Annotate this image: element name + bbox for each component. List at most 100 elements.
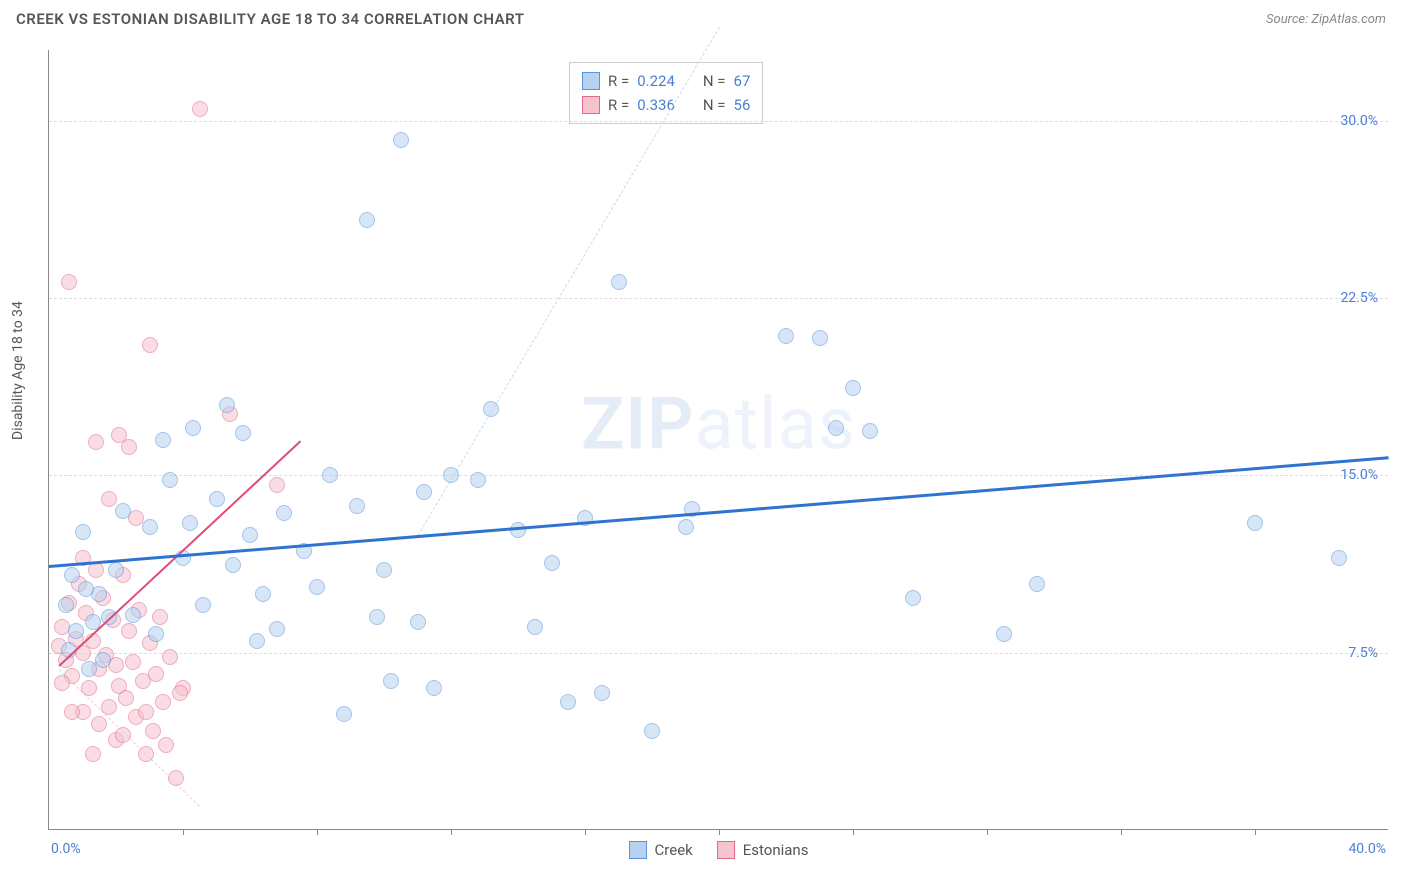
data-point bbox=[678, 519, 694, 535]
legend-item: Creek bbox=[629, 841, 693, 859]
data-point bbox=[81, 661, 97, 677]
legend-swatch bbox=[629, 841, 647, 859]
gridline bbox=[49, 298, 1388, 299]
data-point bbox=[195, 597, 211, 613]
data-point bbox=[158, 737, 174, 753]
data-point bbox=[219, 397, 235, 413]
legend-label: Estonians bbox=[743, 841, 809, 859]
data-point bbox=[828, 420, 844, 436]
data-point bbox=[905, 590, 921, 606]
data-point bbox=[155, 432, 171, 448]
data-point bbox=[68, 623, 84, 639]
y-axis-label: Disability Age 18 to 34 bbox=[10, 301, 26, 440]
n-value: 67 bbox=[734, 69, 751, 93]
legend-label: Creek bbox=[655, 841, 693, 859]
data-point bbox=[359, 212, 375, 228]
data-point bbox=[416, 484, 432, 500]
data-point bbox=[172, 685, 188, 701]
data-point bbox=[845, 380, 861, 396]
data-point bbox=[426, 680, 442, 696]
data-point bbox=[115, 727, 131, 743]
data-point bbox=[1029, 576, 1045, 592]
y-tick-label: 7.5% bbox=[1348, 645, 1378, 661]
stats-legend-row: R =0.224N =67 bbox=[582, 69, 750, 93]
data-point bbox=[95, 652, 111, 668]
chart-plot-area: ZIPatlas R =0.224N =67R =0.336N =56 Cree… bbox=[48, 50, 1388, 830]
data-point bbox=[138, 704, 154, 720]
data-point bbox=[336, 706, 352, 722]
r-label: R = bbox=[608, 93, 629, 117]
data-point bbox=[560, 694, 576, 710]
data-point bbox=[611, 274, 627, 290]
n-label: N = bbox=[703, 93, 726, 117]
legend-swatch bbox=[582, 72, 600, 90]
data-point bbox=[145, 723, 161, 739]
data-point bbox=[148, 666, 164, 682]
y-tick-label: 22.5% bbox=[1340, 290, 1378, 306]
data-point bbox=[162, 649, 178, 665]
data-point bbox=[142, 337, 158, 353]
data-point bbox=[483, 401, 499, 417]
data-point bbox=[192, 101, 208, 117]
data-point bbox=[125, 607, 141, 623]
data-point bbox=[155, 694, 171, 710]
data-point bbox=[64, 704, 80, 720]
data-point bbox=[594, 685, 610, 701]
data-point bbox=[88, 434, 104, 450]
watermark: ZIPatlas bbox=[581, 381, 856, 466]
data-point bbox=[54, 675, 70, 691]
data-point bbox=[182, 515, 198, 531]
data-point bbox=[276, 505, 292, 521]
x-tick-mark bbox=[1255, 829, 1256, 835]
data-point bbox=[255, 586, 271, 602]
r-label: R = bbox=[608, 69, 629, 93]
data-point bbox=[101, 699, 117, 715]
data-point bbox=[121, 439, 137, 455]
data-point bbox=[410, 614, 426, 630]
data-point bbox=[148, 626, 164, 642]
trend-line bbox=[58, 440, 301, 666]
x-tick-mark bbox=[585, 829, 586, 835]
x-tick-mark bbox=[317, 829, 318, 835]
data-point bbox=[249, 633, 265, 649]
data-point bbox=[443, 467, 459, 483]
legend-swatch bbox=[582, 96, 600, 114]
data-point bbox=[209, 491, 225, 507]
legend-swatch bbox=[717, 841, 735, 859]
data-point bbox=[1331, 550, 1347, 566]
n-value: 56 bbox=[734, 93, 751, 117]
legend-item: Estonians bbox=[717, 841, 809, 859]
data-point bbox=[152, 609, 168, 625]
x-tick-mark bbox=[1121, 829, 1122, 835]
gridline bbox=[49, 653, 1388, 654]
data-point bbox=[101, 491, 117, 507]
source-label: Source: ZipAtlas.com bbox=[1266, 12, 1386, 27]
data-point bbox=[185, 420, 201, 436]
data-point bbox=[778, 328, 794, 344]
data-point bbox=[527, 619, 543, 635]
data-point bbox=[115, 503, 131, 519]
data-point bbox=[85, 746, 101, 762]
n-label: N = bbox=[703, 69, 726, 93]
x-tick-mark bbox=[719, 829, 720, 835]
data-point bbox=[349, 498, 365, 514]
x-tick-label: 0.0% bbox=[51, 841, 81, 857]
data-point bbox=[108, 562, 124, 578]
data-point bbox=[168, 770, 184, 786]
data-point bbox=[142, 519, 158, 535]
data-point bbox=[242, 527, 258, 543]
data-point bbox=[996, 626, 1012, 642]
data-point bbox=[862, 423, 878, 439]
data-point bbox=[138, 746, 154, 762]
data-point bbox=[309, 579, 325, 595]
data-point bbox=[61, 274, 77, 290]
data-point bbox=[235, 425, 251, 441]
x-tick-label: 40.0% bbox=[1348, 841, 1386, 857]
r-value: 0.336 bbox=[637, 93, 675, 117]
series-legend: Creek Estonians bbox=[629, 841, 809, 859]
data-point bbox=[1247, 515, 1263, 531]
data-point bbox=[322, 467, 338, 483]
data-point bbox=[162, 472, 178, 488]
data-point bbox=[544, 555, 560, 571]
data-point bbox=[58, 597, 74, 613]
